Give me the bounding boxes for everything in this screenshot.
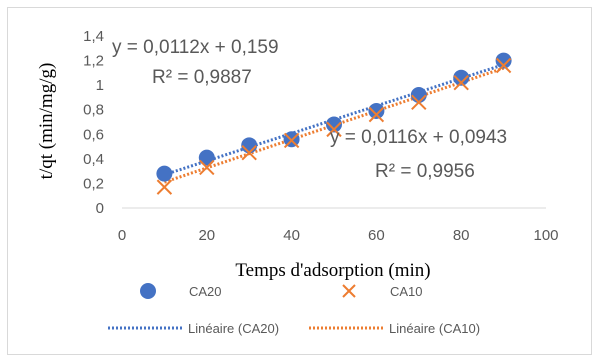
y-axis-title: t/qt (min/mg/g): [36, 63, 57, 180]
data-point-ca20: [198, 149, 215, 166]
y-tick-label: 1: [96, 77, 104, 94]
x-tick-label: 80: [453, 227, 470, 244]
data-point-ca20: [156, 165, 173, 182]
trendline-r2-ca20: R² = 0,9887: [152, 67, 252, 88]
x-tick-label: 40: [283, 227, 300, 244]
y-tick-label: 0,2: [83, 175, 104, 192]
data-point-ca10: [368, 106, 385, 123]
data-point-ca20: [495, 52, 512, 69]
legend-label-trend-ca20: Linéaire (CA20): [188, 321, 279, 336]
x-tick-label: 0: [118, 227, 126, 244]
x-tick-label: 20: [198, 227, 215, 244]
y-tick-label: 0,8: [83, 102, 104, 119]
data-point-ca10: [283, 132, 300, 149]
data-point-ca10: [156, 179, 173, 195]
legend-label-trend-ca10: Linéaire (CA10): [389, 321, 480, 336]
data-point-ca20: [326, 116, 342, 133]
trendline-equation-ca20: y = 0,0112x + 0,159: [112, 37, 279, 58]
data-point-ca10: [241, 145, 257, 161]
y-tick-label: 0,6: [83, 126, 104, 143]
legend-label-ca10: CA10: [390, 284, 423, 299]
data-points: [156, 52, 512, 195]
legend-label-ca20: CA20: [189, 284, 222, 299]
data-point-ca10: [411, 94, 427, 111]
x-tick-label: 100: [533, 227, 558, 244]
legend-marker-ca10: [342, 284, 356, 298]
data-point-ca10: [495, 57, 512, 74]
legend-marker-ca20: [140, 283, 156, 299]
x-tick-label: 60: [368, 227, 385, 244]
y-tick-label: 1,4: [83, 28, 104, 45]
data-point-ca20: [368, 102, 385, 119]
data-point-ca20: [241, 137, 258, 154]
data-point-ca10: [326, 121, 342, 138]
data-point-ca10: [453, 74, 469, 91]
legend: CA20 CA10 Linéaire (CA20) Linéaire (CA10…: [108, 283, 480, 336]
y-tick-label: 0: [96, 200, 104, 217]
data-point-ca20: [410, 86, 427, 103]
trendline-ca20: [163, 63, 505, 177]
chart-frame: [7, 7, 592, 355]
y-tick-label: 1,2: [83, 53, 104, 70]
y-tick-label: 0,4: [83, 151, 104, 168]
x-axis-title: Temps d'adsorption (min): [235, 260, 430, 281]
trendline-r2-ca10: R² = 0,9956: [375, 161, 475, 182]
data-point-ca10: [199, 159, 215, 176]
x-tick-labels: 0 20 40 60 80 100: [118, 227, 559, 244]
trendlines: [163, 63, 505, 184]
trendline-equation-ca10: y = 0,0116x + 0,0943: [330, 127, 507, 148]
data-point-ca20: [453, 69, 470, 86]
y-tick-labels: 0 0,2 0,4 0,6 0,8 1 1,2 1,4: [83, 28, 104, 217]
